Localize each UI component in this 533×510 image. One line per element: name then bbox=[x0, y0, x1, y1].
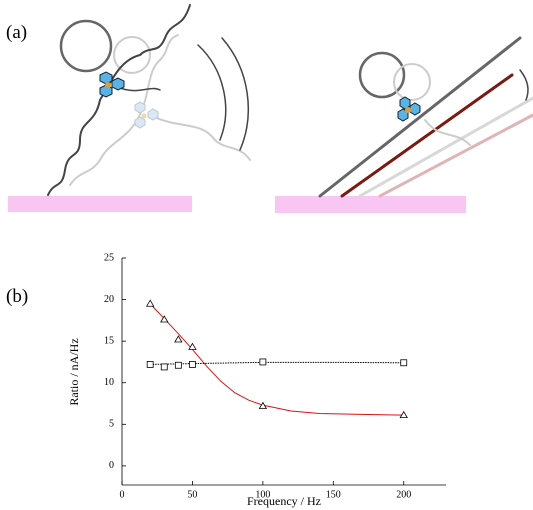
x-axis-label: Frequency / Hz bbox=[247, 494, 321, 508]
data-point bbox=[160, 315, 169, 323]
data-point bbox=[160, 363, 168, 371]
data-point bbox=[189, 361, 196, 368]
data-point bbox=[188, 342, 197, 350]
substrate bbox=[8, 196, 192, 212]
fit-line bbox=[149, 303, 404, 416]
x-tick-label: 50 bbox=[187, 489, 197, 500]
y-tick-label: 5 bbox=[109, 419, 114, 430]
data-point bbox=[174, 335, 183, 343]
x-tick-label: 0 bbox=[120, 489, 125, 500]
data-point bbox=[145, 299, 155, 307]
y-axis-label: Ratio / nA/Hz bbox=[67, 338, 81, 405]
y-tick-label: 15 bbox=[104, 335, 114, 346]
x-tick-label: 150 bbox=[326, 489, 341, 500]
panel-label: (b) bbox=[6, 286, 28, 307]
x-tick-label: 100 bbox=[255, 489, 270, 500]
data-point bbox=[174, 361, 182, 369]
y-tick-label: 20 bbox=[104, 294, 114, 305]
y-tick-label: 10 bbox=[104, 377, 114, 388]
substrate bbox=[275, 196, 466, 213]
data-point bbox=[258, 401, 268, 409]
data-point bbox=[146, 361, 154, 368]
data-point bbox=[259, 358, 267, 366]
fit-line bbox=[150, 361, 404, 365]
x-tick-label: 200 bbox=[396, 489, 411, 500]
diagram-a bbox=[8, 4, 533, 213]
data-point bbox=[400, 359, 408, 367]
data-point bbox=[399, 410, 408, 419]
panel-label: (a) bbox=[6, 22, 27, 43]
y-tick-label: 0 bbox=[109, 460, 114, 471]
y-tick-label: 25 bbox=[104, 252, 114, 263]
